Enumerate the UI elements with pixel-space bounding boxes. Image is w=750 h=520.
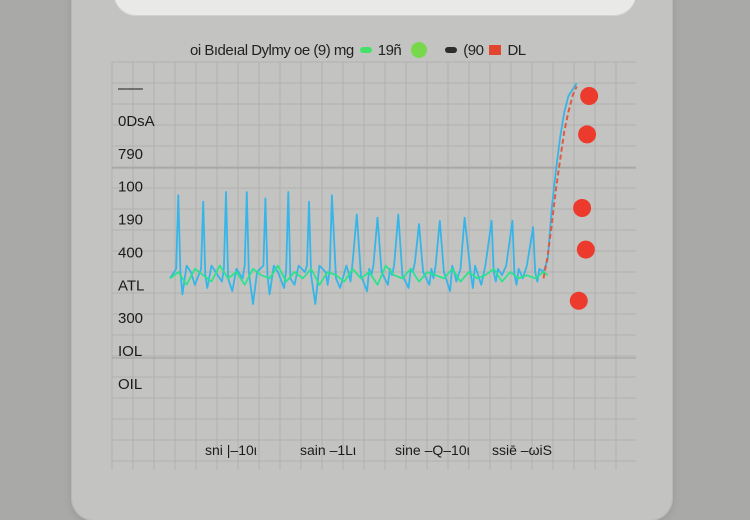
y-tick-label: ΑΤL bbox=[118, 277, 144, 294]
x-tick-label: ssiē –ωiS bbox=[492, 442, 552, 458]
chart-markers bbox=[569, 87, 599, 310]
y-tick-label: 0DsA bbox=[118, 113, 155, 130]
y-tick-label: ΙΟL bbox=[118, 343, 142, 360]
legend-swatch-green-line bbox=[359, 47, 372, 53]
y-tick-label: ––– bbox=[118, 80, 144, 97]
marker-point bbox=[576, 240, 595, 259]
chart-grid bbox=[111, 61, 636, 470]
marker-point bbox=[578, 125, 597, 144]
legend-title: oi Bıdeıal Dylmy oe (9) mg bbox=[190, 41, 354, 59]
x-tick-label: sni |–10ι bbox=[205, 442, 257, 458]
y-tick-label: 790 bbox=[118, 146, 143, 163]
x-tick-label: sain –1Lι bbox=[300, 442, 356, 458]
marker-point bbox=[569, 291, 588, 310]
x-axis-ticks: sni |–10ι sain –1Lι sine –Q–10ι ssiē –ωiS bbox=[205, 442, 552, 458]
legend-label-1: 19ñ bbox=[377, 41, 402, 59]
legend-swatch-dark-line bbox=[445, 47, 458, 53]
series-line-green-baseline bbox=[169, 264, 549, 286]
chart-panel bbox=[72, 0, 672, 520]
chart-legend: oi Bıdeıal Dylmy oe (9) mg 19ñ (90 DL bbox=[190, 38, 610, 62]
legend-label-3: (90 bbox=[463, 41, 484, 59]
series-line-red-ramp bbox=[542, 85, 578, 279]
legend-swatch-green-dot bbox=[411, 42, 428, 58]
top-bar bbox=[114, 0, 636, 16]
y-tick-label: 400 bbox=[118, 244, 143, 261]
y-tick-label: 100 bbox=[118, 179, 143, 196]
legend-swatch-red-square bbox=[489, 45, 502, 55]
legend-label-4: DL bbox=[507, 41, 526, 59]
x-tick-label: sine –Q–10ι bbox=[395, 442, 470, 458]
y-axis-ticks: ––– 0DsA 790 100 190 400 ΑΤL 300 ΙΟL ΟΙL bbox=[118, 80, 155, 393]
marker-point bbox=[573, 199, 592, 217]
y-tick-label: 190 bbox=[118, 212, 143, 229]
chart-series bbox=[169, 82, 578, 305]
series-line-blue-spikes bbox=[169, 82, 578, 305]
marker-point bbox=[580, 87, 599, 105]
y-tick-label: 300 bbox=[118, 310, 143, 327]
chart-svg: ––– 0DsA 790 100 190 400 ΑΤL 300 ΙΟL ΟΙL sni |–10… bbox=[111, 61, 636, 470]
y-tick-label: ΟΙL bbox=[118, 376, 142, 393]
